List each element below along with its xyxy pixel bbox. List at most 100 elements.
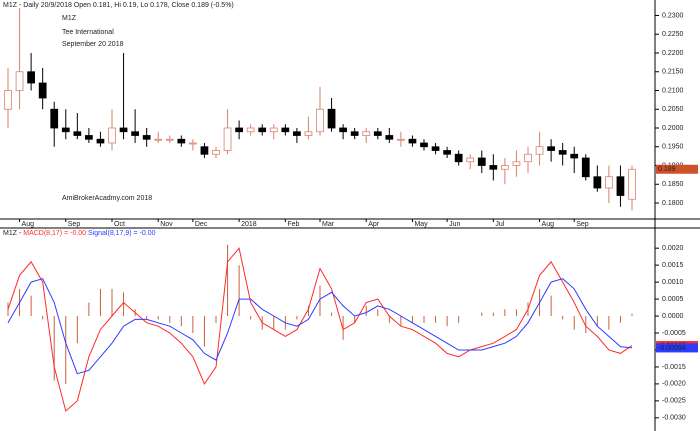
candle-body <box>605 176 613 189</box>
candle-body <box>385 135 394 140</box>
annotation: M1Z <box>62 15 77 22</box>
candle-body <box>281 127 290 133</box>
candle-body <box>362 131 371 136</box>
x-tick-label: Mar <box>322 221 335 228</box>
candle-body <box>4 90 12 110</box>
candle-body <box>119 127 128 133</box>
y-tick-label: 0.0020 <box>662 245 684 252</box>
candle-body <box>408 138 417 144</box>
candle-body <box>108 127 116 144</box>
candle-body <box>616 176 625 196</box>
candle-body <box>443 150 451 155</box>
candle-body <box>327 108 336 129</box>
candle-body <box>501 165 509 170</box>
x-tick-label: Nov <box>160 221 173 228</box>
y-tick-label: 0.0000 <box>662 313 684 320</box>
candle-body <box>189 142 197 145</box>
last-value-label: 0.189 <box>658 166 676 173</box>
legend-entry: MACD(8,17) = -0.00 <box>23 230 86 237</box>
candle-body <box>339 127 347 133</box>
candle-body <box>50 108 59 129</box>
candle-body <box>524 153 532 163</box>
y-tick-label: 0.1850 <box>662 181 684 188</box>
candle-body <box>316 108 324 133</box>
candle-body <box>61 127 70 133</box>
candle-body <box>535 146 544 155</box>
legend-entry: Signal(8,17,9) = -0.00 <box>88 230 156 237</box>
candle-body <box>431 146 440 151</box>
y-tick-label: -0.0015 <box>662 364 686 371</box>
indicator-line <box>7 247 633 412</box>
y-tick-label: 0.1950 <box>662 144 684 151</box>
y-tick-label: 0.2200 <box>662 50 684 57</box>
last-value-marker <box>656 164 698 174</box>
candle-body <box>489 165 498 170</box>
candle-body <box>547 146 555 151</box>
candle-body <box>15 71 24 91</box>
candle-body <box>558 150 567 155</box>
y-tick-label: 0.2050 <box>662 106 684 113</box>
candle-body <box>131 131 139 136</box>
x-tick-label: Jun <box>449 221 460 228</box>
candle-body <box>350 131 359 136</box>
x-tick-label: Feb <box>287 221 299 228</box>
candle-body <box>397 138 405 141</box>
x-tick-label: Sep <box>576 221 589 228</box>
candle-body <box>454 153 463 163</box>
x-tick-label: Sep <box>68 221 81 228</box>
y-tick-label: 0.2150 <box>662 69 684 76</box>
candle-body <box>200 146 209 155</box>
x-tick-label: Oct <box>114 221 125 228</box>
candle-body <box>477 157 486 166</box>
y-tick-label: 0.0015 <box>662 262 684 269</box>
candle-body <box>73 131 82 136</box>
candle-body <box>304 131 313 136</box>
y-tick-label: 0.1800 <box>662 200 684 207</box>
y-tick-label: 0.2100 <box>662 87 684 94</box>
y-tick-label: 0.0005 <box>662 296 684 303</box>
y-tick-label: 0.2250 <box>662 31 684 38</box>
annotation: AmiBrokerAcadmy.com 2018 <box>62 195 152 202</box>
y-tick-label: 0.2000 <box>662 125 684 132</box>
x-tick-label: Dec <box>195 221 208 228</box>
x-tick-label: Apr <box>368 221 380 228</box>
x-tick-label: 2018 <box>241 221 257 228</box>
candle-body <box>512 161 521 166</box>
x-tick-label: Jul <box>495 221 504 228</box>
price-header: M1Z - Daily 20/9/2018 Open 0.181, Hi 0.1… <box>3 2 234 9</box>
candle-body <box>581 157 590 178</box>
x-tick-label: Aug <box>22 221 35 228</box>
candle-body <box>223 127 232 151</box>
macd-title: M1Z - <box>3 230 22 237</box>
candle-body <box>96 138 105 144</box>
candle-body <box>154 138 163 141</box>
candle-body <box>570 153 579 159</box>
candle-body <box>269 127 278 133</box>
y-tick-label: -0.0005 <box>662 330 686 337</box>
y-tick-label: 0.0010 <box>662 279 684 286</box>
candle-body <box>165 138 174 141</box>
annotation: Tee International <box>62 29 114 36</box>
candle-body <box>177 138 186 144</box>
annotation: September 20 2018 <box>62 41 124 48</box>
candle-body <box>38 82 47 99</box>
candle-body <box>85 135 93 140</box>
candle-body <box>466 157 475 163</box>
candle-body <box>235 127 243 133</box>
candle-body <box>142 135 151 140</box>
candle-body <box>628 168 636 200</box>
macd-header: M1Z - MACD(8,17) = -0.00 Signal(8,17,9) … <box>3 230 156 237</box>
y-tick-label: -0.0025 <box>662 398 686 405</box>
candle-body <box>420 142 428 148</box>
candle-body <box>593 176 602 189</box>
x-tick-label: May <box>414 221 428 228</box>
x-tick-label: Aug <box>542 221 555 228</box>
last-value-marker <box>656 343 698 353</box>
y-tick-label: 0.2300 <box>662 12 684 19</box>
candle-body <box>27 71 35 84</box>
candle-body <box>258 127 267 133</box>
indicator-line <box>7 278 633 375</box>
